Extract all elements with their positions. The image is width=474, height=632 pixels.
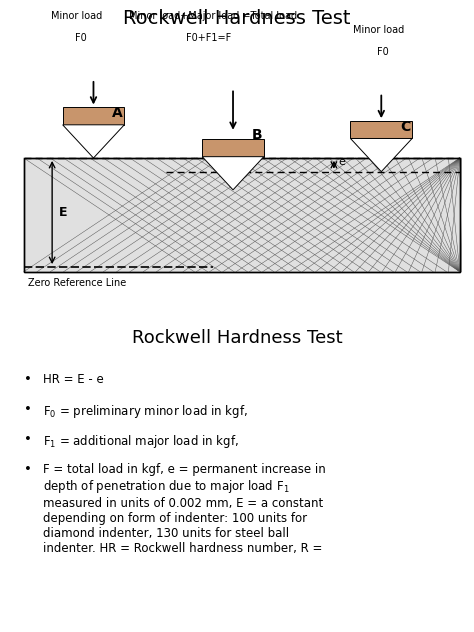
- Polygon shape: [202, 157, 264, 190]
- Text: E: E: [59, 206, 68, 219]
- Polygon shape: [63, 125, 124, 158]
- Polygon shape: [350, 138, 412, 172]
- Text: F = total load in kgf, e = permanent increase in
depth of penetration due to maj: F = total load in kgf, e = permanent inc…: [43, 463, 326, 556]
- Text: Rockwell Hardness Test: Rockwell Hardness Test: [132, 329, 342, 346]
- Text: Minor load: Minor load: [51, 11, 102, 21]
- Bar: [24, 158, 460, 272]
- Bar: [24, 158, 460, 272]
- Text: B: B: [252, 128, 263, 142]
- Bar: [202, 139, 264, 157]
- Text: F0+F1=F: F0+F1=F: [186, 33, 231, 43]
- Text: Rockwell Hardness Test: Rockwell Hardness Test: [123, 9, 351, 28]
- Text: e: e: [338, 157, 346, 167]
- Text: Zero Reference Line: Zero Reference Line: [28, 278, 127, 288]
- Text: F0: F0: [74, 33, 86, 43]
- Text: Minor load: Minor load: [353, 25, 404, 35]
- Text: •: •: [24, 463, 32, 476]
- Bar: [63, 107, 124, 125]
- Text: HR = E - e: HR = E - e: [43, 373, 103, 386]
- Text: F$_0$ = preliminary minor load in kgf,: F$_0$ = preliminary minor load in kgf,: [43, 403, 247, 420]
- Text: C: C: [400, 119, 410, 133]
- Text: •: •: [24, 433, 32, 446]
- Text: F0: F0: [376, 47, 388, 57]
- Text: •: •: [24, 403, 32, 416]
- Text: A: A: [112, 106, 123, 120]
- Text: •: •: [24, 373, 32, 386]
- Bar: [350, 121, 412, 138]
- Text: F$_1$ = additional major load in kgf,: F$_1$ = additional major load in kgf,: [43, 433, 238, 450]
- Text: Minor load+Major load =Total load: Minor load+Major load =Total load: [129, 11, 297, 21]
